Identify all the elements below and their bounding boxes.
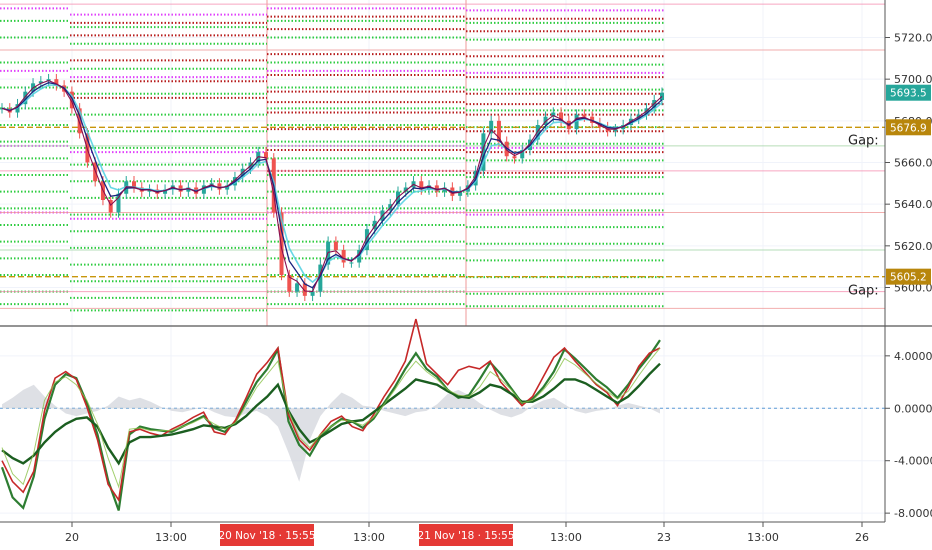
gap-label: Gap:	[848, 134, 879, 149]
candle-body	[23, 91, 28, 105]
gap-label: Gap:	[848, 284, 879, 299]
oscillator-tick-label: 0.0000	[894, 402, 932, 415]
time-tag-label: 20 Nov '18 · 15:55	[218, 530, 315, 542]
oscillator-line-2	[1, 362, 661, 466]
price-panel[interactable]	[0, 0, 885, 521]
oscillator-series	[0, 318, 661, 511]
candle-body	[551, 112, 556, 117]
oscillator-histogram	[2, 384, 660, 482]
candle-body	[419, 181, 424, 190]
price-tag-box	[886, 119, 931, 136]
candle-body	[295, 283, 300, 292]
candle-body	[163, 189, 168, 194]
candle-body	[660, 92, 664, 100]
candle-body	[364, 229, 369, 250]
oscillator-tick-label: 4.0000	[894, 350, 932, 363]
candle-body	[201, 185, 206, 194]
candle-body	[318, 264, 323, 292]
candle-body	[54, 79, 59, 86]
candle-body	[372, 220, 377, 230]
candle-body	[217, 183, 222, 190]
oscillator-line-3	[1, 347, 661, 489]
time-tick-label: 23	[657, 531, 671, 544]
ma-fast-line	[1, 84, 663, 284]
price-tags: 5693.5 5676.9 5605.2	[886, 84, 931, 285]
candle-body	[108, 200, 113, 213]
candle-body	[613, 129, 618, 132]
candle-body	[279, 212, 284, 275]
time-axis[interactable]: 20 13:00 13:00 13:00 23 13:00 26 20 Nov '18 · 1…	[65, 522, 869, 546]
candle-body	[77, 108, 82, 134]
candle-body	[512, 156, 517, 159]
price-tick-label: 5700.0	[894, 73, 932, 86]
oscillator-histogram-area	[2, 384, 660, 482]
oscillator-axis[interactable]: 4.0000 0.0000 -4.0000 -8.0000	[885, 350, 932, 520]
price-tick-label: 5640.0	[894, 198, 932, 211]
time-tag-label: 21 Nov '18 · 15:55	[417, 530, 514, 542]
candle-body	[458, 191, 463, 196]
candle-body	[333, 241, 338, 250]
ma-slow-line	[1, 80, 663, 292]
price-tag-box	[886, 84, 931, 101]
price-tag-label: 5676.9	[890, 122, 927, 134]
candle-body	[489, 120, 494, 134]
price-series	[0, 73, 664, 302]
price-tag-label: 5605.2	[890, 272, 927, 284]
time-tag-box	[220, 524, 314, 546]
candle-body	[287, 275, 292, 292]
candle-body	[341, 250, 346, 263]
time-tick-label: 13:00	[353, 531, 385, 544]
time-tick-label: 20	[65, 531, 79, 544]
time-tick-label: 13:00	[747, 531, 779, 544]
gap-labels: Gap: Gap:	[848, 134, 879, 299]
gap-lines	[0, 126, 885, 278]
price-tick-label: 5620.0	[894, 240, 932, 253]
price-tick-label: 5600.0	[894, 282, 932, 295]
candle-body	[38, 81, 43, 84]
candle-body	[147, 189, 152, 192]
time-tick-label: 13:00	[550, 531, 582, 544]
candle-body	[574, 114, 579, 130]
candle-body	[559, 112, 564, 121]
candle-body	[116, 193, 121, 213]
candle-body	[302, 283, 307, 296]
price-tag-label: 5693.5	[890, 88, 927, 100]
ma-mid-line	[1, 82, 663, 289]
candle-body	[178, 185, 183, 192]
candle-body	[403, 187, 408, 192]
oscillator-tick-label: -8.0000	[894, 507, 932, 520]
candle-body	[310, 291, 315, 296]
price-tick-label: 5720.0	[894, 32, 932, 45]
candle-body	[349, 262, 354, 264]
oscillator-line-1	[1, 318, 661, 503]
oscillator-panel[interactable]	[0, 318, 885, 514]
candle-body	[496, 120, 501, 142]
candle-body	[582, 114, 587, 117]
price-tag-box	[886, 268, 931, 285]
time-tag-box	[419, 524, 513, 546]
oscillator-tick-label: -4.0000	[894, 455, 932, 468]
candle-body	[520, 150, 525, 159]
candle-body	[264, 152, 268, 159]
candle-body	[69, 91, 74, 109]
price-tick-label: 5660.0	[894, 157, 932, 170]
candle-body	[434, 185, 439, 192]
candle-body	[132, 181, 136, 188]
time-tick-label: 13:00	[155, 531, 187, 544]
time-tick-label: 26	[855, 531, 869, 544]
candle-body	[481, 133, 486, 171]
